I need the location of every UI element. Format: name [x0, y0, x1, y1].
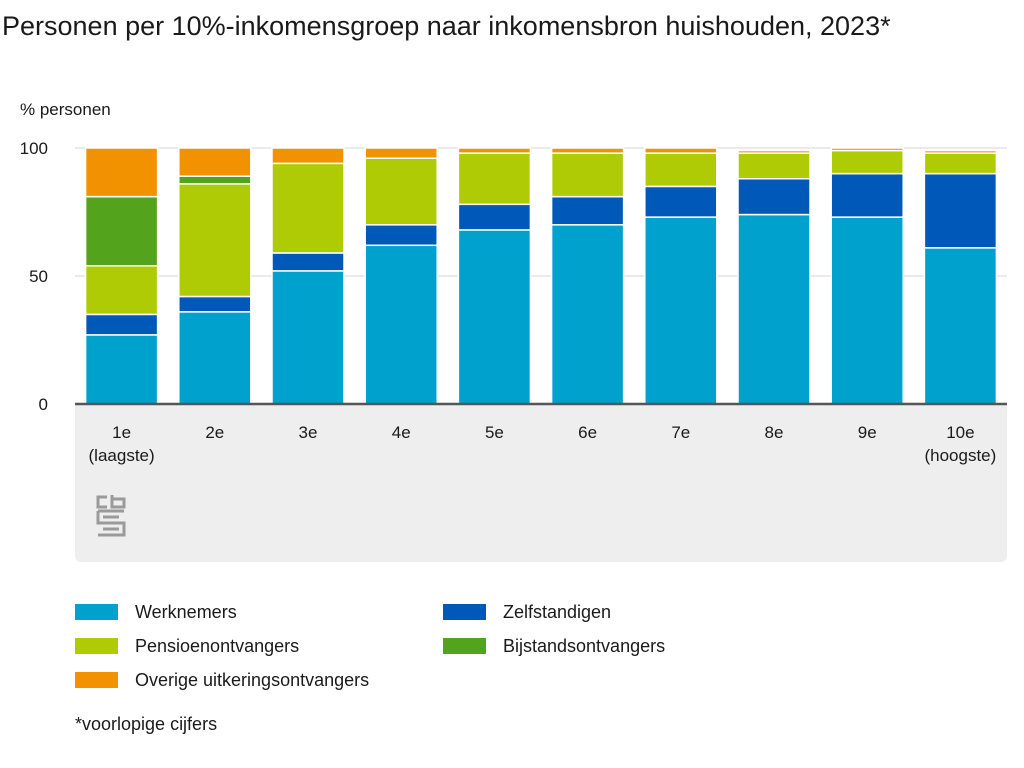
x-tick-sublabel: (hoogste): [924, 446, 996, 465]
y-tick-label: 100: [20, 139, 48, 158]
x-tick-label: 9e: [858, 423, 877, 442]
bar-segment: [271, 162, 345, 254]
bar-segment: [178, 295, 252, 313]
bar-segment: [178, 147, 252, 177]
x-tick-sublabel: (laagste): [89, 446, 155, 465]
x-axis-area: [75, 405, 1007, 562]
x-tick-label: 7e: [671, 423, 690, 442]
bar-segment: [84, 147, 159, 198]
x-tick-label: 4e: [392, 423, 411, 442]
legend-swatch: [75, 672, 118, 688]
bar-segment: [830, 216, 904, 405]
legend-label: Bijstandsontvangers: [503, 635, 666, 656]
legend-item: Zelfstandigen: [443, 600, 611, 624]
bar-segment: [364, 147, 438, 159]
bar-segment: [457, 152, 532, 206]
bar-segment: [457, 203, 532, 231]
legend: Werknemers Zelfstandigen Pensioenontvang…: [75, 600, 775, 710]
bar-segment: [550, 224, 625, 405]
bar-segment: [178, 183, 252, 298]
bar-segment: [364, 224, 438, 247]
legend-swatch: [75, 638, 118, 654]
x-tick-label: 3e: [299, 423, 318, 442]
bar-segment: [737, 213, 811, 405]
bar-segment: [271, 270, 345, 405]
page-title: Personen per 10%-inkomensgroep naar inko…: [2, 11, 891, 41]
bar-segment: [84, 313, 159, 336]
bar-segment: [364, 157, 438, 226]
legend-label: Zelfstandigen: [503, 601, 612, 622]
legend-swatch: [75, 604, 118, 620]
bar-segment: [923, 247, 998, 405]
legend-label: Pensioenontvangers: [135, 635, 300, 656]
bar-segment: [830, 149, 904, 175]
bar-segment: [923, 172, 998, 249]
bar-segment: [550, 152, 625, 198]
y-tick-label: 50: [29, 267, 48, 286]
legend-item: Pensioenontvangers: [75, 634, 299, 658]
legend-item: Bijstandsontvangers: [443, 634, 665, 658]
bar-segment: [457, 229, 532, 405]
bar-segment: [84, 334, 159, 405]
bar-segment: [923, 149, 998, 154]
bar-segment: [364, 244, 438, 405]
legend-item: Werknemers: [75, 600, 237, 624]
x-tick-label: 1e: [112, 423, 131, 442]
legend-swatch: [443, 604, 486, 620]
bar-segment: [644, 152, 718, 188]
bar-segment: [830, 147, 904, 152]
legend-swatch: [443, 638, 486, 654]
bar-segment: [550, 195, 625, 226]
bar-segment: [737, 152, 811, 180]
bar-segment: [644, 147, 718, 154]
bar-segment: [178, 311, 252, 405]
bar-segment: [737, 177, 811, 216]
cbs-logo-icon: [96, 495, 126, 537]
bar-segment: [644, 216, 718, 405]
bar-segment: [178, 175, 252, 185]
bar-segment: [84, 195, 159, 267]
x-tick-label: 10e: [946, 423, 974, 442]
legend-label: Overige uitkeringsontvangers: [135, 669, 370, 690]
footnote: *voorlopige cijfers: [75, 714, 218, 734]
bar-segment: [923, 152, 998, 175]
x-tick-label: 6e: [578, 423, 597, 442]
x-tick-label: 5e: [485, 423, 504, 442]
bar-segment: [271, 147, 345, 165]
bar-segment: [830, 172, 904, 218]
bar-segment: [271, 252, 345, 272]
bar-segment: [737, 149, 811, 154]
y-tick-label: 0: [39, 395, 48, 414]
bar-segment: [644, 185, 718, 218]
x-tick-label: 8e: [765, 423, 784, 442]
legend-label: Werknemers: [135, 601, 237, 622]
bar-segment: [550, 147, 625, 154]
bar-segment: [457, 147, 532, 154]
bar-segment: [84, 265, 159, 316]
x-tick-label: 2e: [205, 423, 224, 442]
legend-item: Overige uitkeringsontvangers: [75, 668, 369, 692]
y-axis-label: % personen: [20, 100, 111, 119]
